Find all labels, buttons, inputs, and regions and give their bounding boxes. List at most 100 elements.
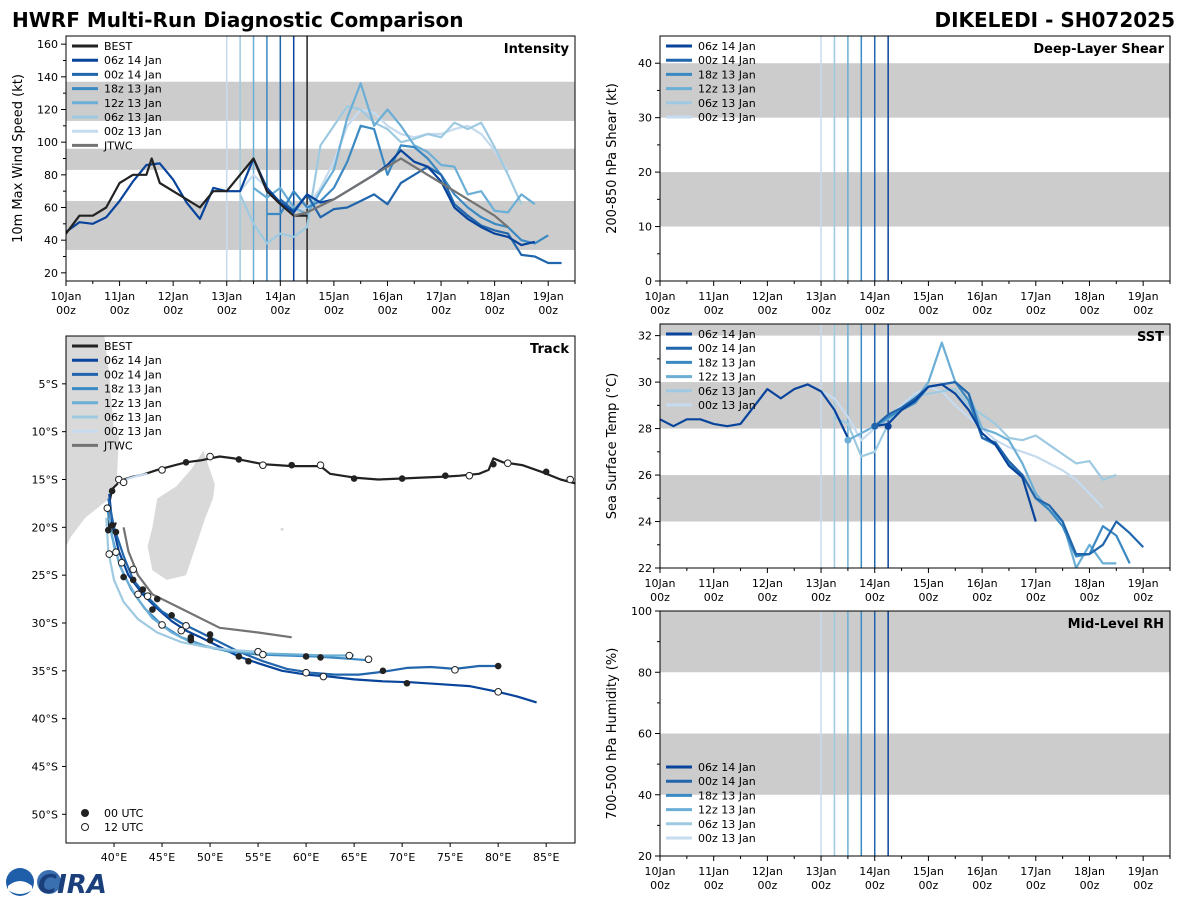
rh-plot-area <box>660 611 1170 856</box>
track-marker-legend-symbol <box>81 823 89 831</box>
track-point-00utc <box>403 679 411 687</box>
sst-xtick-date: 19Jan <box>1128 577 1159 590</box>
track-ytick-label: 20°S <box>32 521 58 534</box>
shear-legend-label: 12z 13 Jan <box>698 83 756 96</box>
track-ytick-label: 45°S <box>32 760 58 773</box>
cira-logo: CIRA <box>6 868 107 900</box>
sst-legend-label: 06z 13 Jan <box>698 385 756 398</box>
track-point-12utc <box>566 475 574 484</box>
panel-intensity: 10Jan00z11Jan00z12Jan00z13Jan00z14Jan00z… <box>11 35 576 317</box>
track-plot-area <box>66 336 575 704</box>
intensity-ylabel: 10m Max Wind Speed (kt) <box>11 74 26 243</box>
sst-ytick-label: 30 <box>638 376 652 389</box>
track-legend-label: 06z 14 Jan <box>104 354 162 367</box>
intensity-ytick-label: 160 <box>37 38 58 51</box>
track-point-00utc <box>542 468 550 476</box>
noaa-wave <box>8 881 32 894</box>
track-point-00utc <box>108 522 116 529</box>
sst-title: SST <box>1137 330 1164 345</box>
track-ytick-label: 50°S <box>32 808 58 821</box>
sst-legend-label: 06z 14 Jan <box>698 328 756 341</box>
intensity-series-BEST-6 <box>66 157 308 235</box>
intensity-ytick-label: 100 <box>37 136 58 149</box>
track-marker-legend-label: 12 UTC <box>104 821 144 834</box>
track-point-12utc <box>503 459 512 468</box>
shear-xtick-date: 10Jan <box>645 290 676 303</box>
rh-xtick-hour: 00z <box>757 879 777 892</box>
track-frame <box>65 335 576 844</box>
track-title: Track <box>530 342 569 357</box>
rh-title: Mid-Level RH <box>1068 617 1164 632</box>
track-point-00utc <box>288 461 295 469</box>
sst-xtick-hour: 00z <box>811 591 831 604</box>
track-ytick-label: 10°S <box>32 426 58 439</box>
intensity-xtick-date: 11Jan <box>104 290 135 303</box>
sst-xtick-hour: 00z <box>757 591 777 604</box>
intensity-band-2 <box>66 81 575 121</box>
track-xtick-label: 55°E <box>245 851 271 864</box>
track-ytick-label: 30°S <box>32 617 58 630</box>
track-xtick-label: 65°E <box>341 851 367 864</box>
rh-ylabel: 700-500 hPa Humidity (%) <box>605 648 620 820</box>
shear-xtick-date: 19Jan <box>1128 290 1159 303</box>
shear-xtick-hour: 00z <box>757 304 777 317</box>
track-point-12utc <box>117 558 126 567</box>
rh-band-0 <box>660 733 1170 795</box>
sst-band-1 <box>660 382 1170 429</box>
intensity-xtick-hour: 00z <box>538 304 558 317</box>
track-point-12utc <box>119 478 128 487</box>
intensity-ytick-label: 120 <box>37 104 58 117</box>
sst-xtick-date: 14Jan <box>859 577 890 590</box>
track-point-12utc <box>206 452 214 461</box>
track-point-00utc <box>187 636 195 644</box>
track-point-12utc <box>158 466 166 474</box>
shear-ytick-label: 20 <box>638 166 652 179</box>
track-point-00utc <box>350 475 358 482</box>
track-xtick-label: 60°E <box>293 851 319 864</box>
rh-xtick-date: 16Jan <box>967 865 998 878</box>
track-point-00utc <box>108 487 116 495</box>
shear-xtick-date: 12Jan <box>752 290 783 303</box>
shear-ytick-label: 0 <box>645 275 652 288</box>
track-xtick-label: 70°E <box>389 851 415 864</box>
rh-legend-label: 00z 13 Jan <box>698 832 756 845</box>
intensity-xtick-hour: 00z <box>485 304 505 317</box>
track-point-12utc <box>259 461 267 469</box>
sst-marker-0 <box>844 436 852 444</box>
shear-frame <box>659 35 1171 282</box>
intensity-ytick-label: 80 <box>44 169 58 182</box>
shear-xtick-date: 11Jan <box>698 290 729 303</box>
rh-ytick-label: 60 <box>638 728 652 741</box>
intensity-ytick-label: 60 <box>44 202 58 215</box>
intensity-legend-label: 00z 14 Jan <box>104 68 162 81</box>
shear-ytick-label: 10 <box>638 221 652 234</box>
intensity-legend-label: JTWC <box>103 139 133 152</box>
track-series-r1813-4 <box>106 508 369 662</box>
sst-ytick-label: 24 <box>638 516 652 529</box>
track-ytick-label: 35°S <box>32 665 58 678</box>
rh-xtick-hour: 00z <box>919 879 939 892</box>
sst-legend-label: 00z 14 Jan <box>698 342 756 355</box>
track-point-00utc <box>168 612 175 619</box>
track-point-00utc <box>398 475 406 482</box>
sst-band-2 <box>660 324 1170 336</box>
track-point-00utc <box>139 586 147 593</box>
intensity-xtick-date: 17Jan <box>426 290 457 303</box>
intensity-xtick-date: 12Jan <box>158 290 189 303</box>
shear-xtick-hour: 00z <box>865 304 885 317</box>
track-series-r0014-3 <box>107 498 499 676</box>
intensity-series-r0614-5 <box>66 149 536 247</box>
intensity-band-1 <box>66 148 575 170</box>
shear-xtick-hour: 00z <box>1026 304 1046 317</box>
track-point-00utc <box>153 595 161 603</box>
intensity-xtick-hour: 00z <box>378 304 398 317</box>
track-point-12utc <box>451 666 459 674</box>
sst-xtick-hour: 00z <box>865 591 885 604</box>
intensity-xtick-hour: 00z <box>324 304 344 317</box>
rh-xtick-date: 10Jan <box>645 865 676 878</box>
rh-legend-label: 06z 13 Jan <box>698 818 756 831</box>
sst-xtick-date: 11Jan <box>698 577 729 590</box>
track-point-12utc <box>364 655 373 664</box>
track-xtick-label: 75°E <box>437 851 463 864</box>
shear-legend-label: 06z 13 Jan <box>698 97 756 110</box>
